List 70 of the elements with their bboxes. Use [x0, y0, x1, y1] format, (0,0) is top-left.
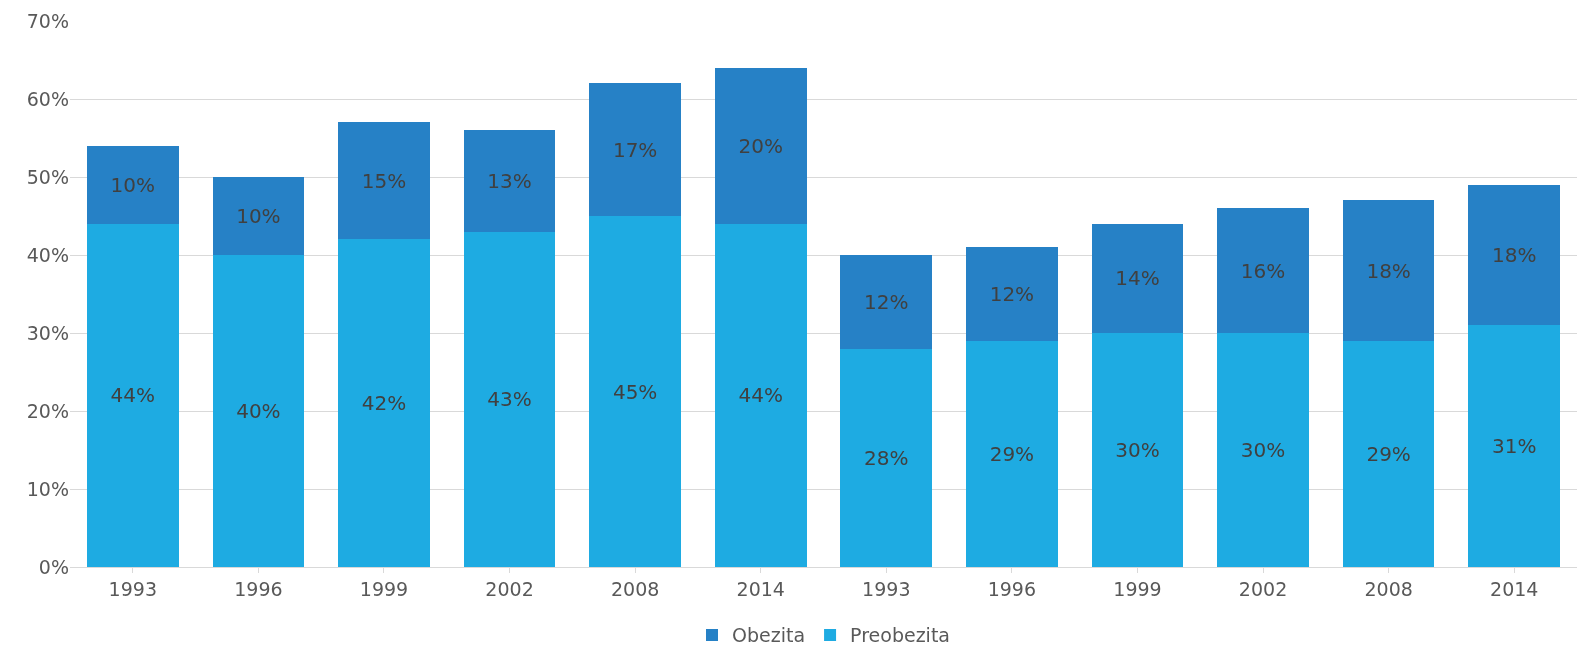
bar: [966, 247, 1058, 341]
bar: [1342, 340, 1435, 567]
x-tick-label: 2002: [1238, 577, 1288, 600]
y-tick-label: 30%: [26, 321, 69, 344]
data-label: 30%: [1115, 438, 1160, 462]
bar: [212, 177, 305, 255]
bar: [1091, 333, 1184, 567]
data-label: 43%: [487, 387, 532, 412]
bar: [1468, 184, 1561, 326]
data-label: 15%: [361, 168, 407, 193]
bar: [86, 223, 179, 567]
x-tick-label: 1996: [234, 577, 283, 600]
legend-label: Preobezita: [850, 624, 950, 647]
data-label: 17%: [612, 137, 658, 162]
data-label: 40%: [236, 399, 281, 423]
data-label: 16%: [1240, 258, 1286, 283]
x-tick-label: 1996: [987, 577, 1037, 600]
x-tick-label: 2014: [1490, 577, 1539, 600]
bar: [463, 130, 556, 232]
data-label: 12%: [864, 289, 909, 314]
bar: [212, 255, 305, 567]
x-tick-label: 1999: [1113, 577, 1162, 600]
y-tick-label: 50%: [26, 165, 69, 188]
data-label: 28%: [864, 445, 909, 470]
bar: [86, 145, 179, 224]
data-label: 29%: [989, 441, 1035, 466]
x-tick-label: 2008: [610, 577, 660, 600]
data-label: 44%: [738, 383, 783, 408]
x-tick-label: 2008: [1364, 577, 1413, 600]
y-tick-label: 70%: [26, 9, 69, 32]
data-label: 12%: [989, 282, 1035, 306]
data-label: 30%: [1240, 438, 1286, 462]
data-label: 20%: [738, 133, 783, 158]
bar: [338, 122, 430, 240]
data-label: 13%: [487, 168, 532, 193]
bar: [966, 340, 1058, 567]
bar: [840, 255, 933, 349]
bar: [589, 216, 681, 567]
bar: [1091, 223, 1184, 333]
data-label: 10%: [110, 172, 156, 197]
bar: [714, 67, 807, 224]
x-tick-label: 1993: [108, 577, 157, 600]
y-tick-label: 0%: [38, 555, 69, 578]
data-label: 10%: [236, 204, 281, 228]
data-label: 45%: [612, 379, 658, 404]
data-label: 18%: [1366, 258, 1411, 283]
bar: [714, 223, 807, 567]
data-label: 29%: [1366, 441, 1411, 466]
legend-label: Obezita: [732, 624, 806, 647]
bar: [840, 348, 933, 567]
y-tick-label: 40%: [26, 243, 69, 266]
data-label: 31%: [1491, 434, 1537, 459]
y-tick-label: 20%: [26, 399, 69, 422]
data-label: 14%: [1115, 266, 1160, 291]
bar: [1468, 325, 1561, 567]
bar: [1217, 333, 1309, 567]
bar: [338, 239, 430, 567]
bar: [589, 83, 681, 216]
bar: [463, 231, 556, 567]
data-label: 18%: [1491, 243, 1537, 267]
bar: [1342, 200, 1435, 341]
y-tick-label: 10%: [26, 477, 69, 500]
x-tick-label: 2002: [485, 577, 534, 600]
x-tick-label: 1999: [359, 577, 409, 600]
x-tick-label: 2014: [736, 577, 785, 600]
data-label: 42%: [361, 391, 407, 416]
data-label: 44%: [110, 383, 156, 408]
bar: [1217, 208, 1309, 333]
y-tick-label: 60%: [26, 87, 69, 110]
x-tick-label: 1993: [862, 577, 911, 600]
